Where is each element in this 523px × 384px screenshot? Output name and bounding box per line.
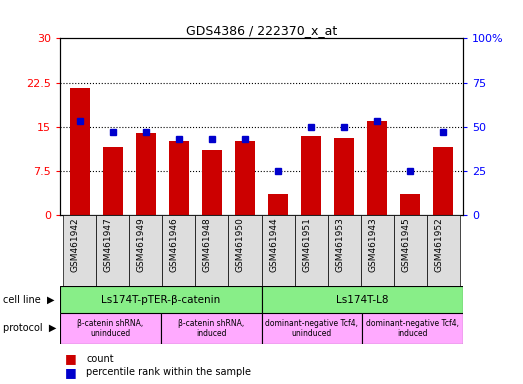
Bar <box>235 141 255 215</box>
Bar <box>393 215 427 286</box>
Text: β-catenin shRNA,
uninduced: β-catenin shRNA, uninduced <box>77 319 144 338</box>
Bar <box>96 215 130 286</box>
Bar <box>163 215 196 286</box>
Bar <box>103 147 123 215</box>
Title: GDS4386 / 222370_x_at: GDS4386 / 222370_x_at <box>186 24 337 37</box>
Bar <box>433 147 453 215</box>
Text: GSM461953: GSM461953 <box>335 217 344 272</box>
Text: protocol  ▶: protocol ▶ <box>3 323 56 333</box>
Text: percentile rank within the sample: percentile rank within the sample <box>86 367 251 377</box>
Bar <box>262 215 294 286</box>
Bar <box>60 313 161 344</box>
Text: GSM461948: GSM461948 <box>203 217 212 272</box>
Text: GSM461945: GSM461945 <box>401 217 410 272</box>
Bar <box>70 88 90 215</box>
Bar <box>202 150 222 215</box>
Text: ■: ■ <box>65 366 77 379</box>
Text: β-catenin shRNA,
induced: β-catenin shRNA, induced <box>178 319 244 338</box>
Text: dominant-negative Tcf4,
induced: dominant-negative Tcf4, induced <box>366 319 459 338</box>
Bar <box>136 132 156 215</box>
Bar <box>367 121 387 215</box>
Bar <box>196 215 229 286</box>
Text: Ls174T-pTER-β-catenin: Ls174T-pTER-β-catenin <box>101 295 221 305</box>
Text: count: count <box>86 354 114 364</box>
Bar <box>60 286 262 313</box>
Bar <box>161 313 262 344</box>
Bar <box>169 141 189 215</box>
Text: dominant-negative Tcf4,
uninduced: dominant-negative Tcf4, uninduced <box>265 319 358 338</box>
Text: ■: ■ <box>65 353 77 366</box>
Text: GSM461944: GSM461944 <box>269 217 278 272</box>
Text: GSM461952: GSM461952 <box>434 217 443 272</box>
Bar <box>301 136 321 215</box>
Bar <box>360 215 393 286</box>
Text: GSM461951: GSM461951 <box>302 217 311 272</box>
Bar <box>130 215 163 286</box>
Bar <box>262 286 463 313</box>
Bar <box>268 194 288 215</box>
Text: GSM461949: GSM461949 <box>137 217 146 272</box>
Text: GSM461943: GSM461943 <box>368 217 377 272</box>
Text: GSM461942: GSM461942 <box>71 217 80 272</box>
Text: GSM461947: GSM461947 <box>104 217 113 272</box>
Text: cell line  ▶: cell line ▶ <box>3 295 54 305</box>
Bar <box>327 215 360 286</box>
Bar <box>427 215 460 286</box>
Text: GSM461950: GSM461950 <box>236 217 245 272</box>
Bar <box>229 215 262 286</box>
Bar <box>362 313 463 344</box>
Bar <box>63 215 96 286</box>
Bar <box>294 215 327 286</box>
Text: GSM461946: GSM461946 <box>170 217 179 272</box>
Bar <box>400 194 420 215</box>
Bar <box>262 313 362 344</box>
Text: Ls174T-L8: Ls174T-L8 <box>336 295 389 305</box>
Bar <box>334 139 354 215</box>
